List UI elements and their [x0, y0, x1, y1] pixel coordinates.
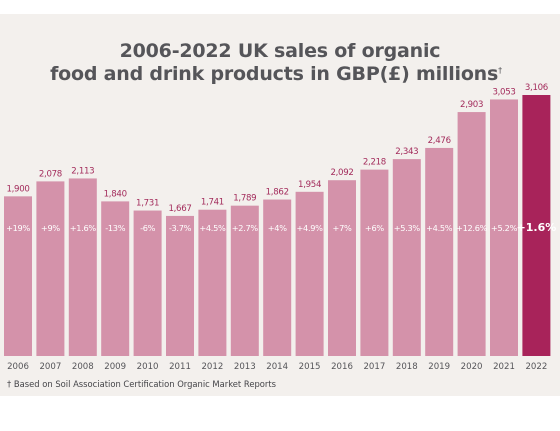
growth-label-2009: -13% [105, 223, 125, 233]
value-label-2020: 2,903 [460, 100, 483, 110]
growth-label-2016: +7% [333, 223, 352, 233]
growth-label-2019: +4.5% [426, 223, 453, 233]
title-footnote-marker: † [498, 66, 502, 75]
bar-2010 [133, 210, 162, 356]
bar-2009 [101, 201, 130, 356]
bar-2008 [68, 178, 97, 356]
bar-2018 [392, 159, 421, 356]
growth-label-2018: +5.3% [394, 223, 421, 233]
year-label-2016: 2016 [331, 362, 353, 372]
year-label-2017: 2017 [363, 362, 385, 372]
year-label-2021: 2021 [493, 362, 515, 372]
growth-label-2013: +2.7% [232, 223, 259, 233]
value-label-2017: 2,218 [363, 158, 386, 168]
footnote: † Based on Soil Association Certificatio… [7, 379, 276, 389]
year-label-2008: 2008 [72, 362, 94, 372]
chart-svg: 2006-2022 UK sales of organic food and d… [4, 40, 556, 389]
bar-2022 [522, 95, 551, 356]
year-label-2019: 2019 [428, 362, 450, 372]
growth-label-2014: +4% [268, 223, 287, 233]
value-label-2013: 1,789 [233, 194, 256, 204]
value-label-2021: 3,053 [492, 87, 515, 97]
value-label-2007: 2,078 [39, 169, 62, 179]
year-label-2012: 2012 [201, 362, 223, 372]
bar-2011 [166, 215, 194, 356]
bar-2017 [360, 169, 389, 356]
year-label-2015: 2015 [299, 362, 321, 372]
growth-label-2012: +4.5% [199, 223, 226, 233]
growth-label-2007: +9% [41, 223, 60, 233]
value-label-2006: 1,900 [6, 184, 29, 194]
value-label-2018: 2,343 [395, 147, 418, 157]
bar-2012 [198, 209, 227, 356]
value-label-2009: 1,840 [104, 189, 127, 199]
value-label-2010: 1,731 [136, 199, 159, 209]
growth-label-2008: +1.6% [70, 223, 97, 233]
bar-2007 [36, 181, 65, 356]
year-label-2013: 2013 [234, 362, 256, 372]
growth-label-2015: +4.9% [297, 223, 324, 233]
value-label-2012: 1,741 [201, 198, 224, 208]
bar-2013 [230, 205, 259, 356]
year-label-2018: 2018 [396, 362, 418, 372]
chart-title-line-1: 2006-2022 UK sales of organic [120, 40, 441, 62]
value-label-2019: 2,476 [428, 136, 451, 146]
year-label-2014: 2014 [266, 362, 288, 372]
value-label-2014: 1,862 [266, 188, 289, 198]
bar-2020 [457, 112, 486, 356]
chart-title-line-2-text: food and drink products in GBP(£) millio… [50, 63, 498, 85]
year-label-2007: 2007 [39, 362, 61, 372]
growth-label-2006: +19% [6, 223, 30, 233]
year-label-2020: 2020 [461, 362, 483, 372]
bar-2006 [4, 196, 32, 356]
year-label-2010: 2010 [137, 362, 159, 372]
year-label-2006: 2006 [7, 362, 29, 372]
growth-label-2022: +1.6% [517, 221, 557, 234]
growth-label-2021: +5.2% [491, 223, 518, 233]
value-label-2022: 3,106 [525, 83, 548, 93]
growth-label-2017: +6% [365, 223, 384, 233]
year-label-2011: 2011 [169, 362, 191, 372]
bar-2014 [263, 199, 292, 356]
value-label-2008: 2,113 [71, 166, 94, 176]
bar-2021 [490, 99, 518, 356]
growth-label-2020: +12.6% [456, 223, 488, 233]
growth-label-2011: -3.7% [169, 223, 192, 233]
growth-label-2010: -6% [140, 223, 156, 233]
value-label-2015: 1,954 [298, 180, 321, 190]
chart-title-line-2: food and drink products in GBP(£) millio… [50, 63, 502, 85]
bar-2019 [425, 147, 454, 356]
value-label-2016: 2,092 [330, 168, 353, 178]
chart-card: 2006-2022 UK sales of organic food and d… [0, 14, 560, 396]
bar-2016 [328, 180, 356, 356]
value-label-2011: 1,667 [168, 204, 191, 214]
bars-group: 1,900 +19% 2006 2,078 +9% 2007 2,113 +1.6% 2008 1… [4, 83, 556, 372]
year-label-2009: 2009 [104, 362, 126, 372]
year-label-2022: 2022 [525, 362, 547, 372]
bar-2015 [295, 191, 324, 356]
